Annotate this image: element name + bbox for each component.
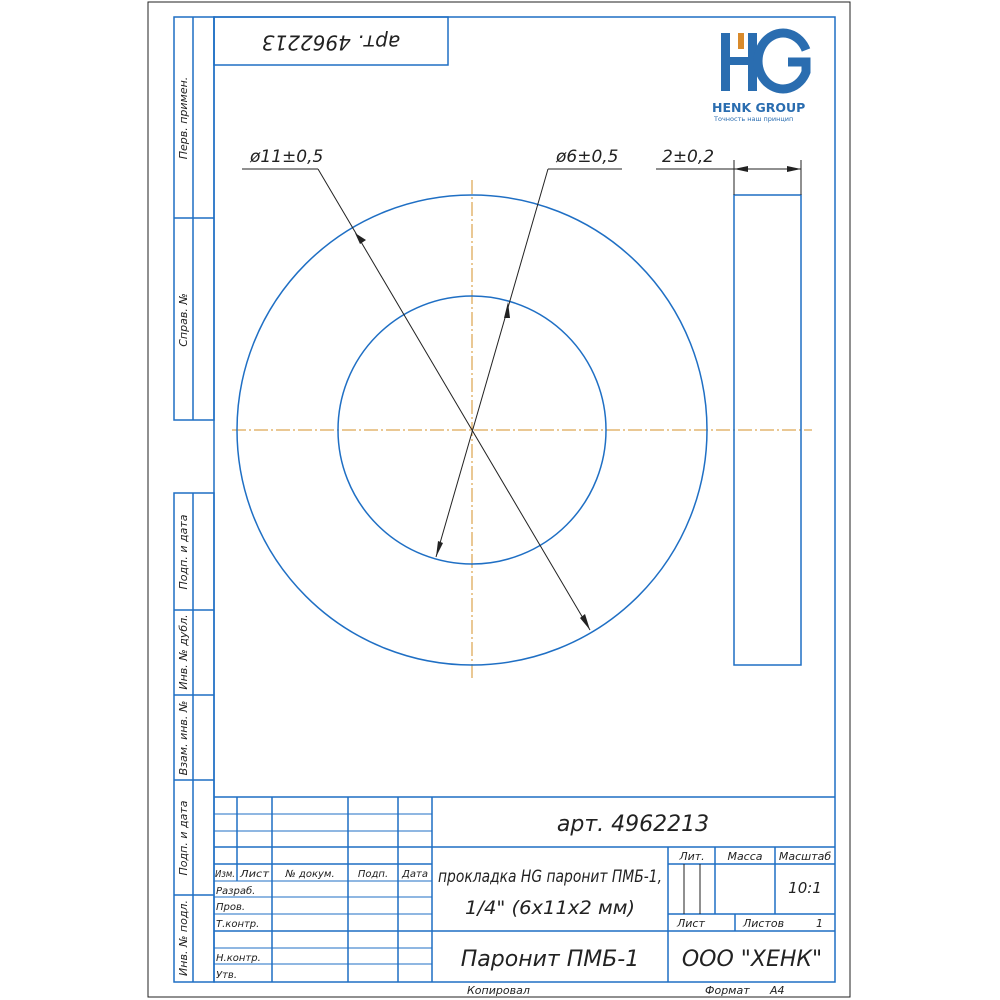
role-developer: Разраб. — [216, 885, 255, 897]
side-strips: Перв. примен. Справ. № Подп. и дата Инв.… — [173, 16, 215, 983]
outer-diameter-label: ø11±0,5 — [249, 147, 323, 167]
role-checker: Пров. — [216, 902, 245, 913]
dimension-lines — [242, 160, 802, 631]
strip-label: Перв. примен. — [177, 77, 190, 160]
col-doc: № докум. — [284, 869, 334, 880]
material: Паронит ПМБ-1 — [461, 947, 640, 972]
logo-tagline: Точность наш принцип — [713, 115, 793, 123]
strip-label: Взам. инв. № — [177, 701, 190, 776]
inner-circle — [337, 295, 607, 565]
inner-diameter-label: ø6±0,5 — [555, 147, 619, 167]
henk-group-logo: HENK GROUP Точность наш принцип — [712, 28, 811, 123]
thickness-label: 2±0,2 — [662, 147, 714, 167]
mass-label: Масса — [727, 850, 762, 863]
scale-label: Масштаб — [779, 850, 831, 863]
role-norm-control: Н.контр. — [216, 953, 261, 964]
strip-label: Подп. и дата — [177, 514, 190, 589]
strip-label: Подп. и дата — [177, 800, 190, 875]
sheets-label: Листов — [742, 917, 784, 930]
col-sign: Подп. — [358, 869, 388, 880]
logo-name: HENK GROUP — [712, 100, 805, 115]
role-approved: Утв. — [216, 970, 237, 981]
strip-label: Справ. № — [177, 293, 190, 347]
outer-circle — [236, 194, 708, 666]
company: ООО "ХЕНК" — [682, 947, 822, 972]
top-article-box — [213, 16, 449, 66]
page-border — [147, 1, 851, 998]
part-name-line1: прокладка HG паронит ПМБ-1, — [438, 867, 662, 887]
col-list: Лист — [239, 869, 270, 880]
col-date: Дата — [401, 869, 428, 880]
scale-value: 10:1 — [788, 879, 822, 897]
title-article: арт. 4962213 — [557, 812, 709, 837]
format-label: Формат — [705, 984, 750, 997]
part-name-line2: 1/4" (6x11x2 мм) — [465, 897, 635, 919]
format-value: А4 — [769, 984, 785, 997]
copied-label: Копировал — [467, 984, 530, 997]
col-izm: Изм. — [215, 869, 235, 880]
strip-label: Инв. № подл. — [177, 900, 190, 976]
top-article-text: арт. 4962213 — [262, 31, 400, 55]
sheet-label: Лист — [676, 917, 705, 930]
title-block — [214, 796, 835, 982]
strip-label: Инв. № дубл. — [177, 614, 190, 689]
lit-label: Лит. — [678, 850, 704, 863]
role-tech-control: Т.контр. — [216, 919, 259, 930]
side-view — [733, 194, 802, 666]
sheets-value: 1 — [816, 917, 823, 930]
